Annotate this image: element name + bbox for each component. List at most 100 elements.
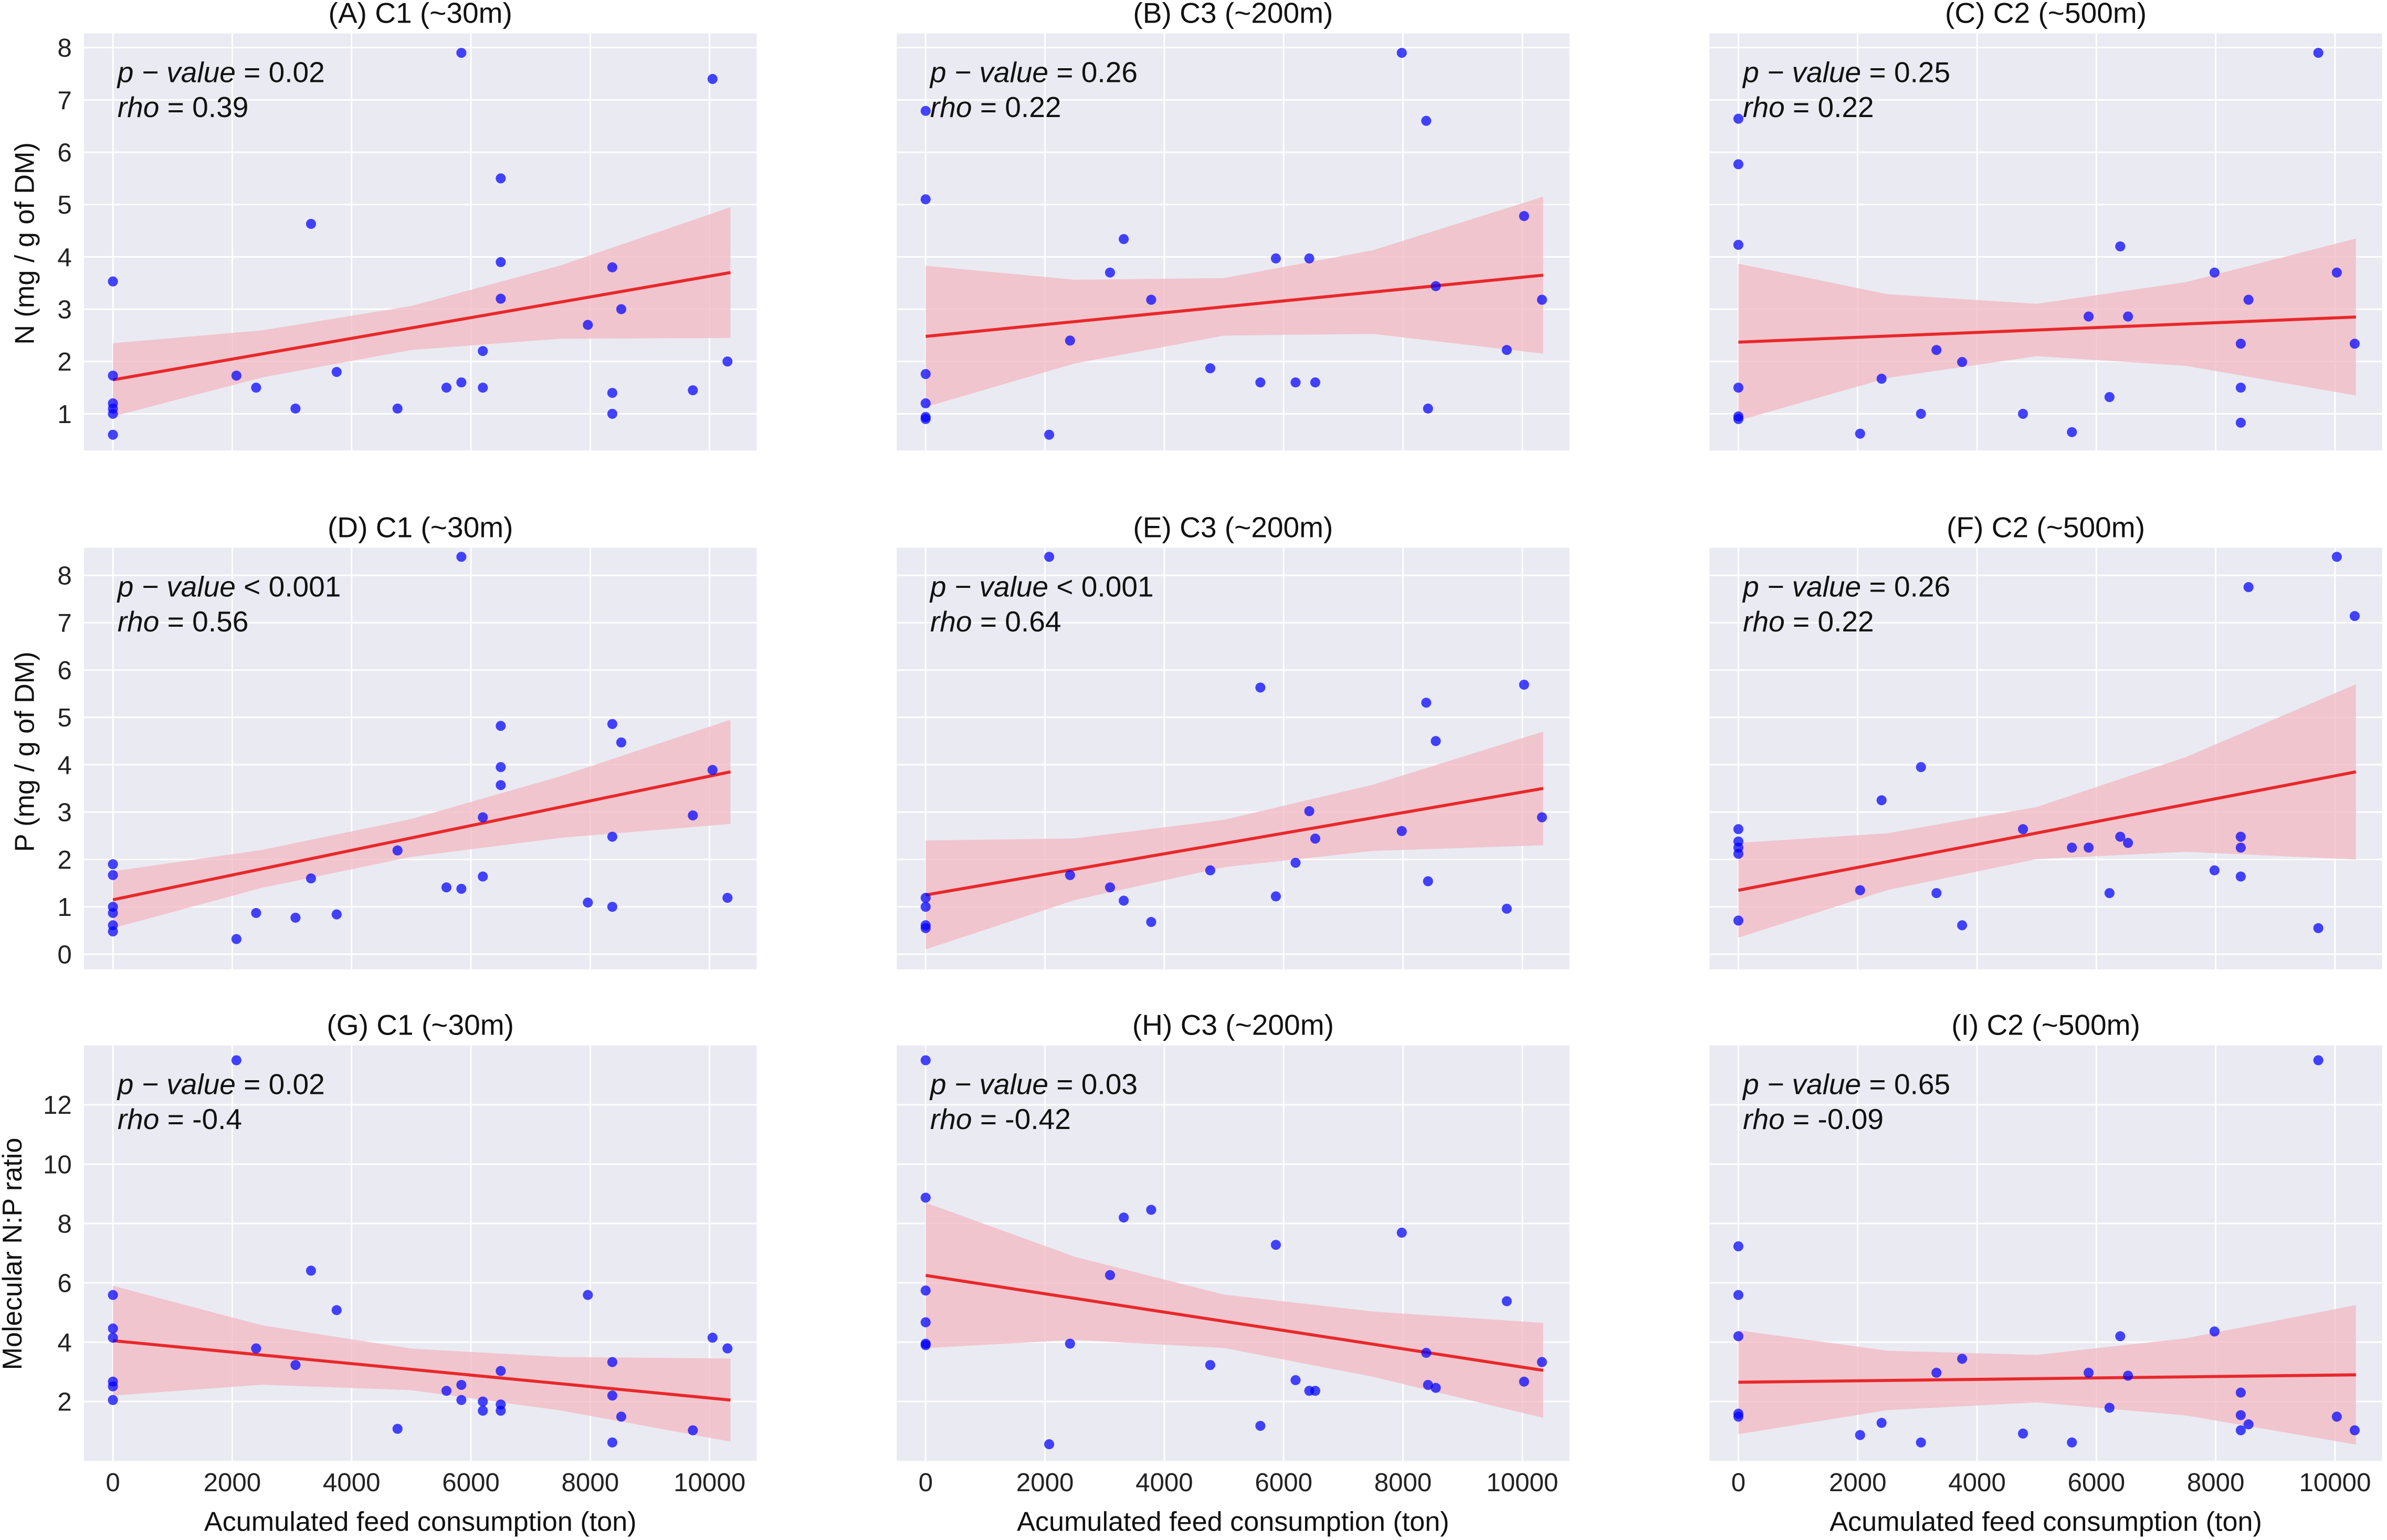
data-point <box>1855 885 1865 895</box>
y-tick-label: 4 <box>57 1328 71 1357</box>
data-point <box>108 1395 118 1405</box>
data-point <box>1304 253 1315 263</box>
rho-annotation: rho = -0.09 <box>1743 1103 1884 1135</box>
data-point <box>2084 311 2094 322</box>
rho-label: rho <box>930 91 972 123</box>
data-point <box>496 721 506 731</box>
data-point <box>1537 294 1547 305</box>
data-point <box>2331 267 2342 278</box>
data-point <box>722 892 733 903</box>
data-point <box>920 369 931 379</box>
data-point <box>1931 888 1942 899</box>
data-point <box>441 1386 451 1396</box>
data-point <box>290 403 301 414</box>
rho-text: = -0.42 <box>972 1103 1071 1135</box>
data-point <box>920 106 931 116</box>
p-value-text: = 0.02 <box>236 1068 325 1101</box>
data-point <box>231 934 241 944</box>
data-point <box>1733 849 1744 859</box>
regression-line <box>1738 315 2356 344</box>
data-point <box>616 1411 626 1422</box>
data-point <box>1431 736 1441 746</box>
p-value-annotation: p − value = 0.02 <box>117 56 325 89</box>
confidence-band <box>1738 684 2356 938</box>
data-point <box>108 908 118 918</box>
y-tick-label: 10 <box>43 1150 72 1179</box>
panel-h: 0 2000 4000 6000 8000 10000 (H) C3 (~200m) p − … <box>897 1008 1570 1497</box>
data-point <box>2123 311 2133 322</box>
data-point <box>607 408 617 419</box>
data-point <box>478 382 488 393</box>
y-tick-label: 3 <box>57 798 71 827</box>
data-point <box>108 1381 118 1391</box>
data-point <box>108 926 118 937</box>
y-tick-label: 4 <box>57 243 71 272</box>
data-point <box>920 902 931 912</box>
data-point <box>2209 267 2220 278</box>
data-point <box>392 403 403 414</box>
data-point <box>496 173 506 184</box>
panel-title: (G) C1 (~30m) <box>327 1008 514 1041</box>
data-point <box>1957 357 1968 367</box>
y-tick-label: 6 <box>57 138 71 167</box>
data-point <box>1270 891 1281 902</box>
data-point <box>231 371 241 381</box>
data-point <box>1733 1241 1744 1252</box>
data-point <box>1119 234 1129 245</box>
data-point <box>1421 115 1432 126</box>
rho-text: = 0.22 <box>1785 605 1874 638</box>
data-point <box>478 812 488 822</box>
data-point <box>1270 1240 1281 1250</box>
regression-line <box>925 787 1544 896</box>
data-point <box>331 1305 342 1315</box>
rho-annotation: rho = -0.42 <box>930 1103 1071 1135</box>
data-point <box>607 262 617 272</box>
panel-title: (I) C2 (~500m) <box>1951 1008 2140 1041</box>
p-value-label: p − value <box>1742 56 1861 89</box>
p-value-annotation: p − value < 0.001 <box>929 570 1154 603</box>
data-point <box>2209 1326 2220 1337</box>
y-tick-label: 6 <box>57 1269 71 1298</box>
data-point <box>1290 377 1301 388</box>
data-point <box>1931 345 1942 355</box>
data-point <box>2235 1387 2246 1398</box>
data-point <box>607 387 617 398</box>
data-point <box>722 1343 733 1354</box>
data-point <box>108 276 118 287</box>
data-point <box>108 408 118 419</box>
data-point <box>1146 1205 1156 1215</box>
data-point <box>920 892 931 903</box>
x-tick-label: 4000 <box>1135 1468 1193 1497</box>
xlabel-col3: Acumulated feed consumption (ton) <box>1829 1507 2262 1537</box>
data-point <box>1105 1270 1116 1280</box>
confidence-band <box>926 1203 1543 1418</box>
data-point <box>1105 267 1116 278</box>
data-point <box>1290 1375 1301 1386</box>
panel-title: (F) C2 (~500m) <box>1947 511 2145 543</box>
data-point <box>1855 428 1865 439</box>
p-value-text: = 0.03 <box>1048 1068 1138 1101</box>
p-value-label: p − value <box>1742 1068 1861 1101</box>
data-point <box>2018 408 2028 419</box>
rho-label: rho <box>1743 1103 1785 1135</box>
data-point <box>1310 377 1321 388</box>
data-point <box>456 1395 467 1405</box>
data-point <box>2067 427 2077 437</box>
data-point <box>306 873 316 884</box>
data-point <box>920 923 931 933</box>
data-point <box>108 859 118 870</box>
regression-line <box>112 1339 731 1402</box>
p-value-annotation: p − value = 0.26 <box>929 56 1138 89</box>
x-tick-label: 8000 <box>1374 1468 1432 1497</box>
data-point <box>1733 824 1744 835</box>
data-point <box>1733 1411 1744 1422</box>
y-tick-label: 8 <box>57 34 71 62</box>
panel-g: 0 2000 4000 6000 8000 10000 2 4 6 8 10 12 (G) C1 (~3… <box>43 1008 757 1497</box>
p-value-label: p − value <box>929 570 1048 603</box>
data-point <box>441 882 451 893</box>
data-point <box>1957 1354 1968 1364</box>
data-point <box>920 1055 931 1066</box>
